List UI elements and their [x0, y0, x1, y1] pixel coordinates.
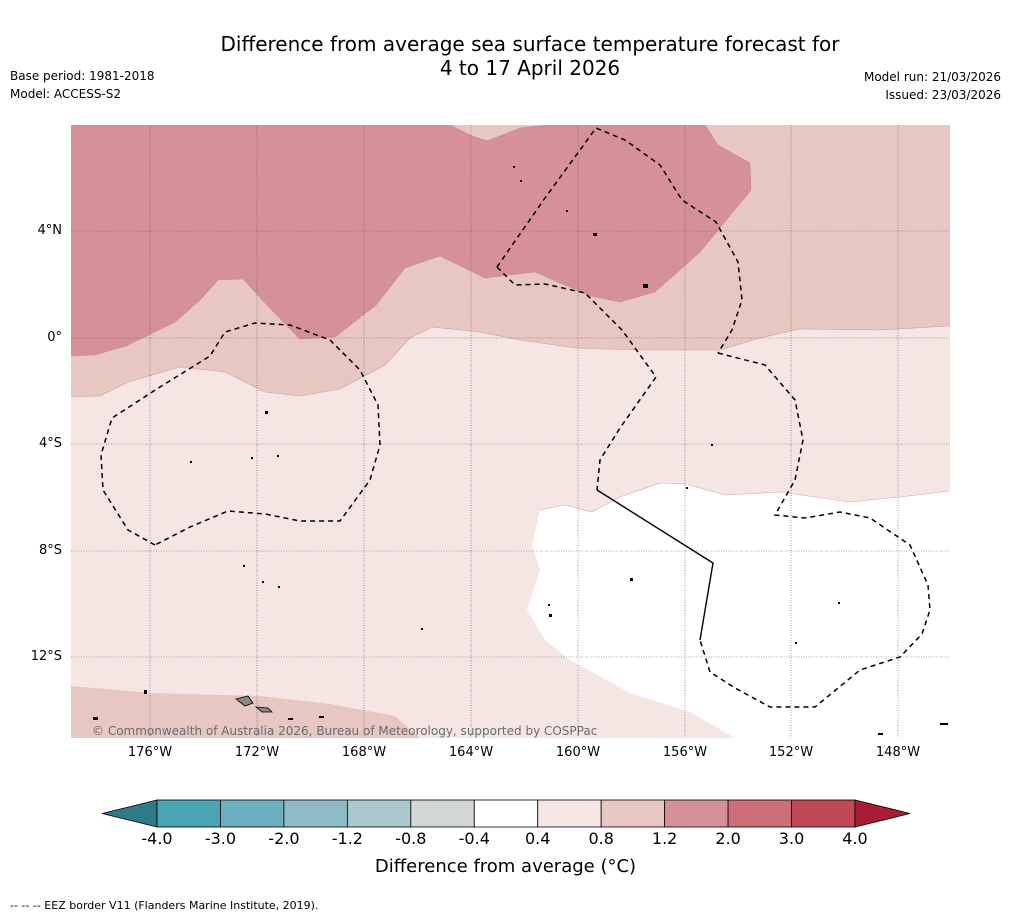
eez-solid-border	[596, 489, 714, 641]
model-name: Model: ACCESS-S2	[10, 87, 122, 101]
lon-label: 168°W	[341, 745, 387, 760]
lon-label: 156°W	[662, 745, 708, 760]
colorbar-tick-label: -0.8	[395, 829, 427, 848]
title-line-2: 4 to 17 April 2026	[439, 56, 621, 80]
graticule	[71, 125, 950, 738]
colorbar-tick-label: 0.4	[524, 829, 551, 848]
colorbar-tick-label: -1.2	[331, 829, 363, 848]
lat-label: 4°S	[38, 436, 62, 451]
model-run: Model run: 21/03/2026	[863, 70, 1001, 84]
colorbar-swatch	[220, 799, 285, 828]
colorbar-swatch	[537, 799, 602, 828]
lat-label: 0°	[47, 330, 62, 345]
map-title: Difference from average sea surface temp…	[180, 32, 880, 80]
colorbar-under-arrow	[101, 799, 158, 828]
colorbar-swatch	[664, 799, 729, 828]
lon-label: 152°W	[768, 745, 814, 760]
lon-label: 176°W	[127, 745, 173, 760]
colorbar-tick-label: 3.0	[778, 829, 805, 848]
colorbar-tick-label: 4.0	[842, 829, 868, 848]
samoa-island	[235, 695, 254, 707]
anomaly-band-1.2-2.0	[71, 125, 751, 356]
colorbar-tick-label: -2.0	[268, 829, 300, 848]
colorbar-tick-label: -0.4	[458, 829, 490, 848]
lon-label: 160°W	[555, 745, 601, 760]
title-line-1: Difference from average sea surface temp…	[220, 32, 840, 56]
eez-borders	[100, 127, 931, 708]
colorbar-title: Difference from average (°C)	[374, 856, 637, 877]
model-info: Base period: 1981-2018 Model: ACCESS-S2	[10, 67, 155, 103]
copyright-notice: © Commonwealth of Australia 2026, Bureau…	[92, 724, 598, 738]
lon-label: 172°W	[234, 745, 280, 760]
colorbar-tick-label: 1.2	[651, 829, 678, 848]
anomaly-band-neutral	[527, 483, 950, 738]
colorbar-tick-label: 0.8	[588, 829, 614, 848]
colorbar-swatch	[727, 799, 792, 828]
issued-date: Issued: 23/03/2026	[885, 88, 1001, 102]
base-period: Base period: 1981-2018	[10, 69, 155, 83]
samoa-island	[254, 706, 273, 713]
colorbar-tick-label: -4.0	[141, 829, 173, 848]
colorbar-swatch	[791, 799, 856, 828]
colorbar-over-arrow	[854, 799, 911, 828]
anomaly-band-0.8-1.2-south	[71, 686, 420, 738]
colorbar-tick-label: -3.0	[204, 829, 237, 848]
colorbar	[101, 799, 911, 828]
lat-label: 4°N	[37, 223, 63, 238]
colorbar-swatch	[473, 799, 539, 828]
colorbar-swatch	[410, 799, 475, 828]
lon-label: 148°W	[875, 745, 921, 760]
colorbar-swatch	[283, 799, 348, 828]
lat-label: 8°S	[38, 543, 62, 558]
lat-label: 12°S	[30, 649, 62, 664]
islands	[93, 166, 948, 735]
eez-legend-note: -- -- -- EEZ border V11 (Flanders Marine…	[10, 899, 319, 912]
colorbar-swatch	[156, 799, 221, 828]
lon-label: 164°W	[448, 745, 494, 760]
colorbar-tick-label: 2.0	[715, 829, 741, 848]
colorbar-swatch	[600, 799, 666, 828]
colorbar-swatch	[346, 799, 412, 828]
run-info: Model run: 21/03/2026 Issued: 23/03/2026	[864, 68, 1001, 104]
